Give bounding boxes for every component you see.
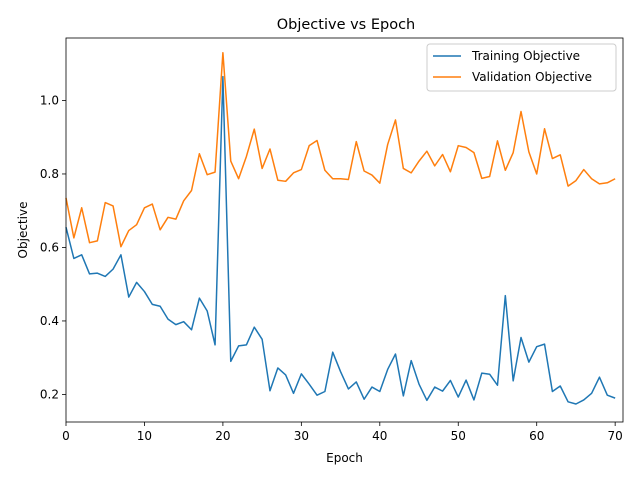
x-tick-label: 70: [608, 429, 623, 443]
series-line-1: [65, 51, 616, 248]
x-tick-label: 60: [529, 429, 544, 443]
legend-label-0: Training Objective: [471, 49, 580, 63]
x-tick-label: 30: [294, 429, 309, 443]
x-tick-label: 0: [62, 429, 70, 443]
y-tick-label: 1.0: [40, 93, 59, 107]
plot-area: [65, 51, 616, 405]
axes: 0 10 20 30 40 50 60 70 0.2 0.4 0.6 0.8 1.0: [40, 93, 623, 443]
x-tick-label: 40: [372, 429, 387, 443]
legend: Training Objective Validation Objective: [426, 43, 617, 92]
y-axis-label: Objective: [16, 202, 30, 259]
y-tick-label: 0.2: [40, 387, 59, 401]
chart-title: Objective vs Epoch: [277, 17, 416, 33]
x-tick-label: 10: [137, 429, 152, 443]
x-axis-label: Epoch: [326, 451, 363, 465]
y-tick-label: 0.8: [40, 167, 59, 181]
legend-label-1: Validation Objective: [472, 70, 592, 84]
plot-frame: [65, 37, 624, 423]
x-tick-label: 20: [215, 429, 230, 443]
legend-box: [426, 43, 617, 92]
series-line-0: [65, 75, 616, 405]
x-tick-label: 50: [451, 429, 466, 443]
y-tick-label: 0.6: [40, 240, 59, 254]
y-tick-label: 0.4: [40, 314, 59, 328]
